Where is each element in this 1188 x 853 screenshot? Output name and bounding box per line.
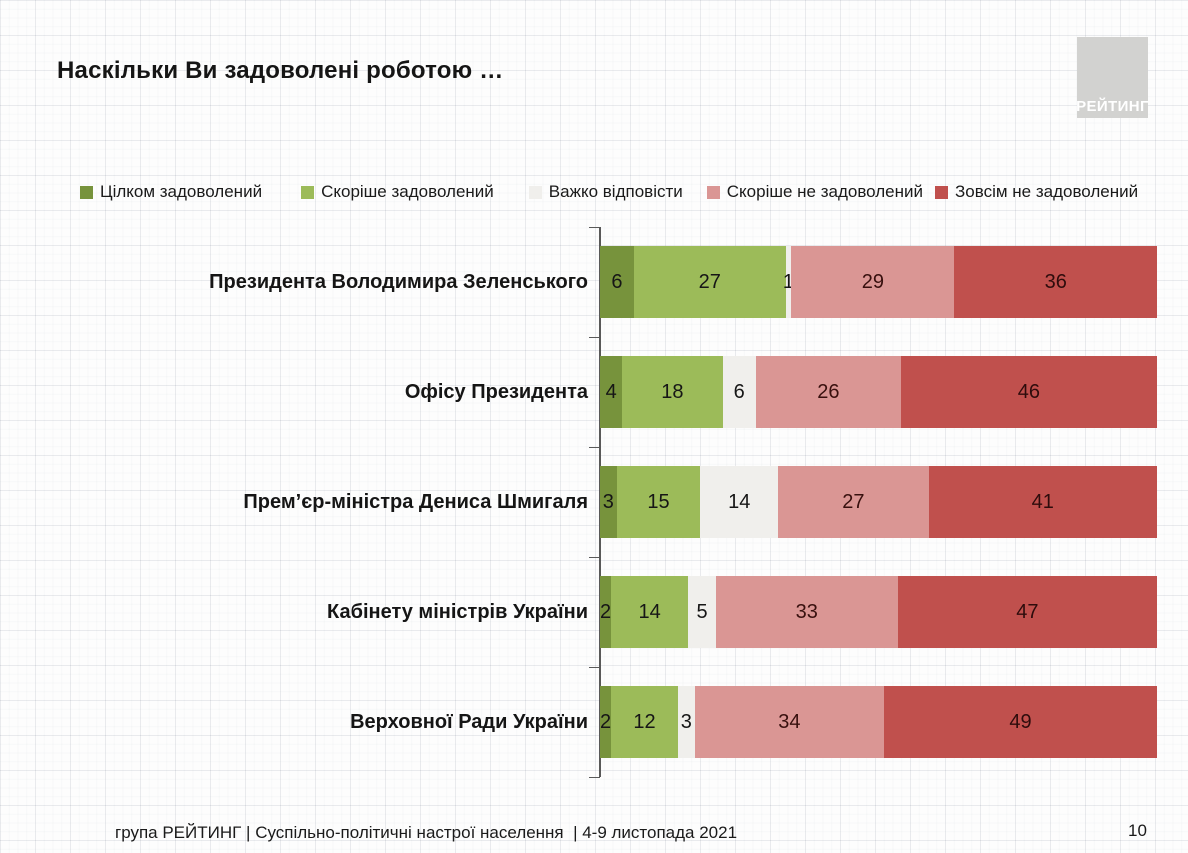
bar-segment: 29 <box>791 246 955 318</box>
axis-tick <box>589 667 600 668</box>
bar-segment: 1 <box>783 246 794 318</box>
bar-segment: 6 <box>600 246 634 318</box>
category-label: Верховної Ради України <box>350 710 588 733</box>
bar-row: 2 14 5 33 47 <box>600 576 1157 648</box>
bar-segment: 27 <box>778 466 929 538</box>
bar-row: 4 18 6 26 46 <box>600 356 1157 428</box>
bar-row: 2 12 3 34 49 <box>600 686 1157 758</box>
legend-swatch-icon <box>80 185 93 199</box>
chart-title: Наскільки Ви задоволені роботою … <box>57 57 504 84</box>
legend-swatch-icon <box>528 185 542 199</box>
bar-segment: 3 <box>600 466 617 538</box>
bar-segment: 14 <box>611 576 689 648</box>
bar-segment: 12 <box>611 686 678 758</box>
bar-segment: 36 <box>954 246 1157 318</box>
legend-item: Скоріше задоволений <box>301 182 494 202</box>
bar-row: 6 27 1 29 36 <box>600 246 1157 318</box>
legend-item: Важко відповісти <box>528 182 683 202</box>
axis-tick <box>589 777 600 778</box>
bar-segment: 3 <box>677 686 695 758</box>
bar-segment: 18 <box>622 356 723 428</box>
legend-label: Важко відповісти <box>548 182 683 201</box>
bar-segment: 49 <box>884 686 1157 758</box>
bar-segment: 2 <box>600 686 612 758</box>
legend-swatch-icon <box>935 185 949 199</box>
legend-swatch-icon <box>301 185 315 199</box>
axis-tick <box>589 227 600 228</box>
axis-tick <box>589 557 600 558</box>
legend-item: Цілком задоволений <box>80 182 262 202</box>
bar-segment: 41 <box>928 466 1157 538</box>
legend-swatch-icon <box>706 185 720 199</box>
bar-segment: 46 <box>900 356 1157 428</box>
legend-label: Скоріше задоволений <box>321 182 494 201</box>
page-number: 10 <box>1128 821 1147 840</box>
bar-segment: 4 <box>600 356 623 428</box>
axis-tick <box>589 447 600 448</box>
chart-legend: Цілком задоволений Скоріше задоволений Важ… <box>80 182 1138 202</box>
rating-logo: РЕЙТИНГ <box>1076 37 1149 118</box>
bar-segment: 26 <box>755 356 901 428</box>
bar-segment: 14 <box>700 466 779 538</box>
legend-item: Зовсім не задоволений <box>935 182 1138 202</box>
bar-segment: 27 <box>633 246 786 318</box>
bar-segment: 47 <box>897 576 1157 648</box>
bar-segment: 15 <box>616 466 701 538</box>
legend-label: Цілком задоволений <box>100 182 263 201</box>
axis-tick <box>589 337 600 338</box>
bar-segment: 2 <box>600 576 611 648</box>
footer-source-text: група РЕЙТИНГ | Суспільно-політичні наст… <box>115 823 738 842</box>
category-label: Кабінету міністрів України <box>327 600 588 623</box>
category-label: Офісу Президента <box>404 380 588 403</box>
category-label: Президента Володимира Зеленського <box>209 270 588 293</box>
legend-item: Скоріше не задоволений <box>706 182 924 202</box>
bar-segment: 5 <box>688 576 716 648</box>
bar-segment: 33 <box>715 576 898 648</box>
bar-row: 3 15 14 27 41 <box>600 466 1157 538</box>
rating-logo-text: РЕЙТИНГ <box>1076 98 1149 115</box>
category-label: Прем’єр-міністра Дениса Шмигаля <box>243 490 588 513</box>
legend-label: Зовсім не задоволений <box>955 182 1139 201</box>
bar-segment: 6 <box>722 356 756 428</box>
legend-label: Скоріше не задоволений <box>726 182 924 201</box>
bar-segment: 34 <box>694 686 885 758</box>
